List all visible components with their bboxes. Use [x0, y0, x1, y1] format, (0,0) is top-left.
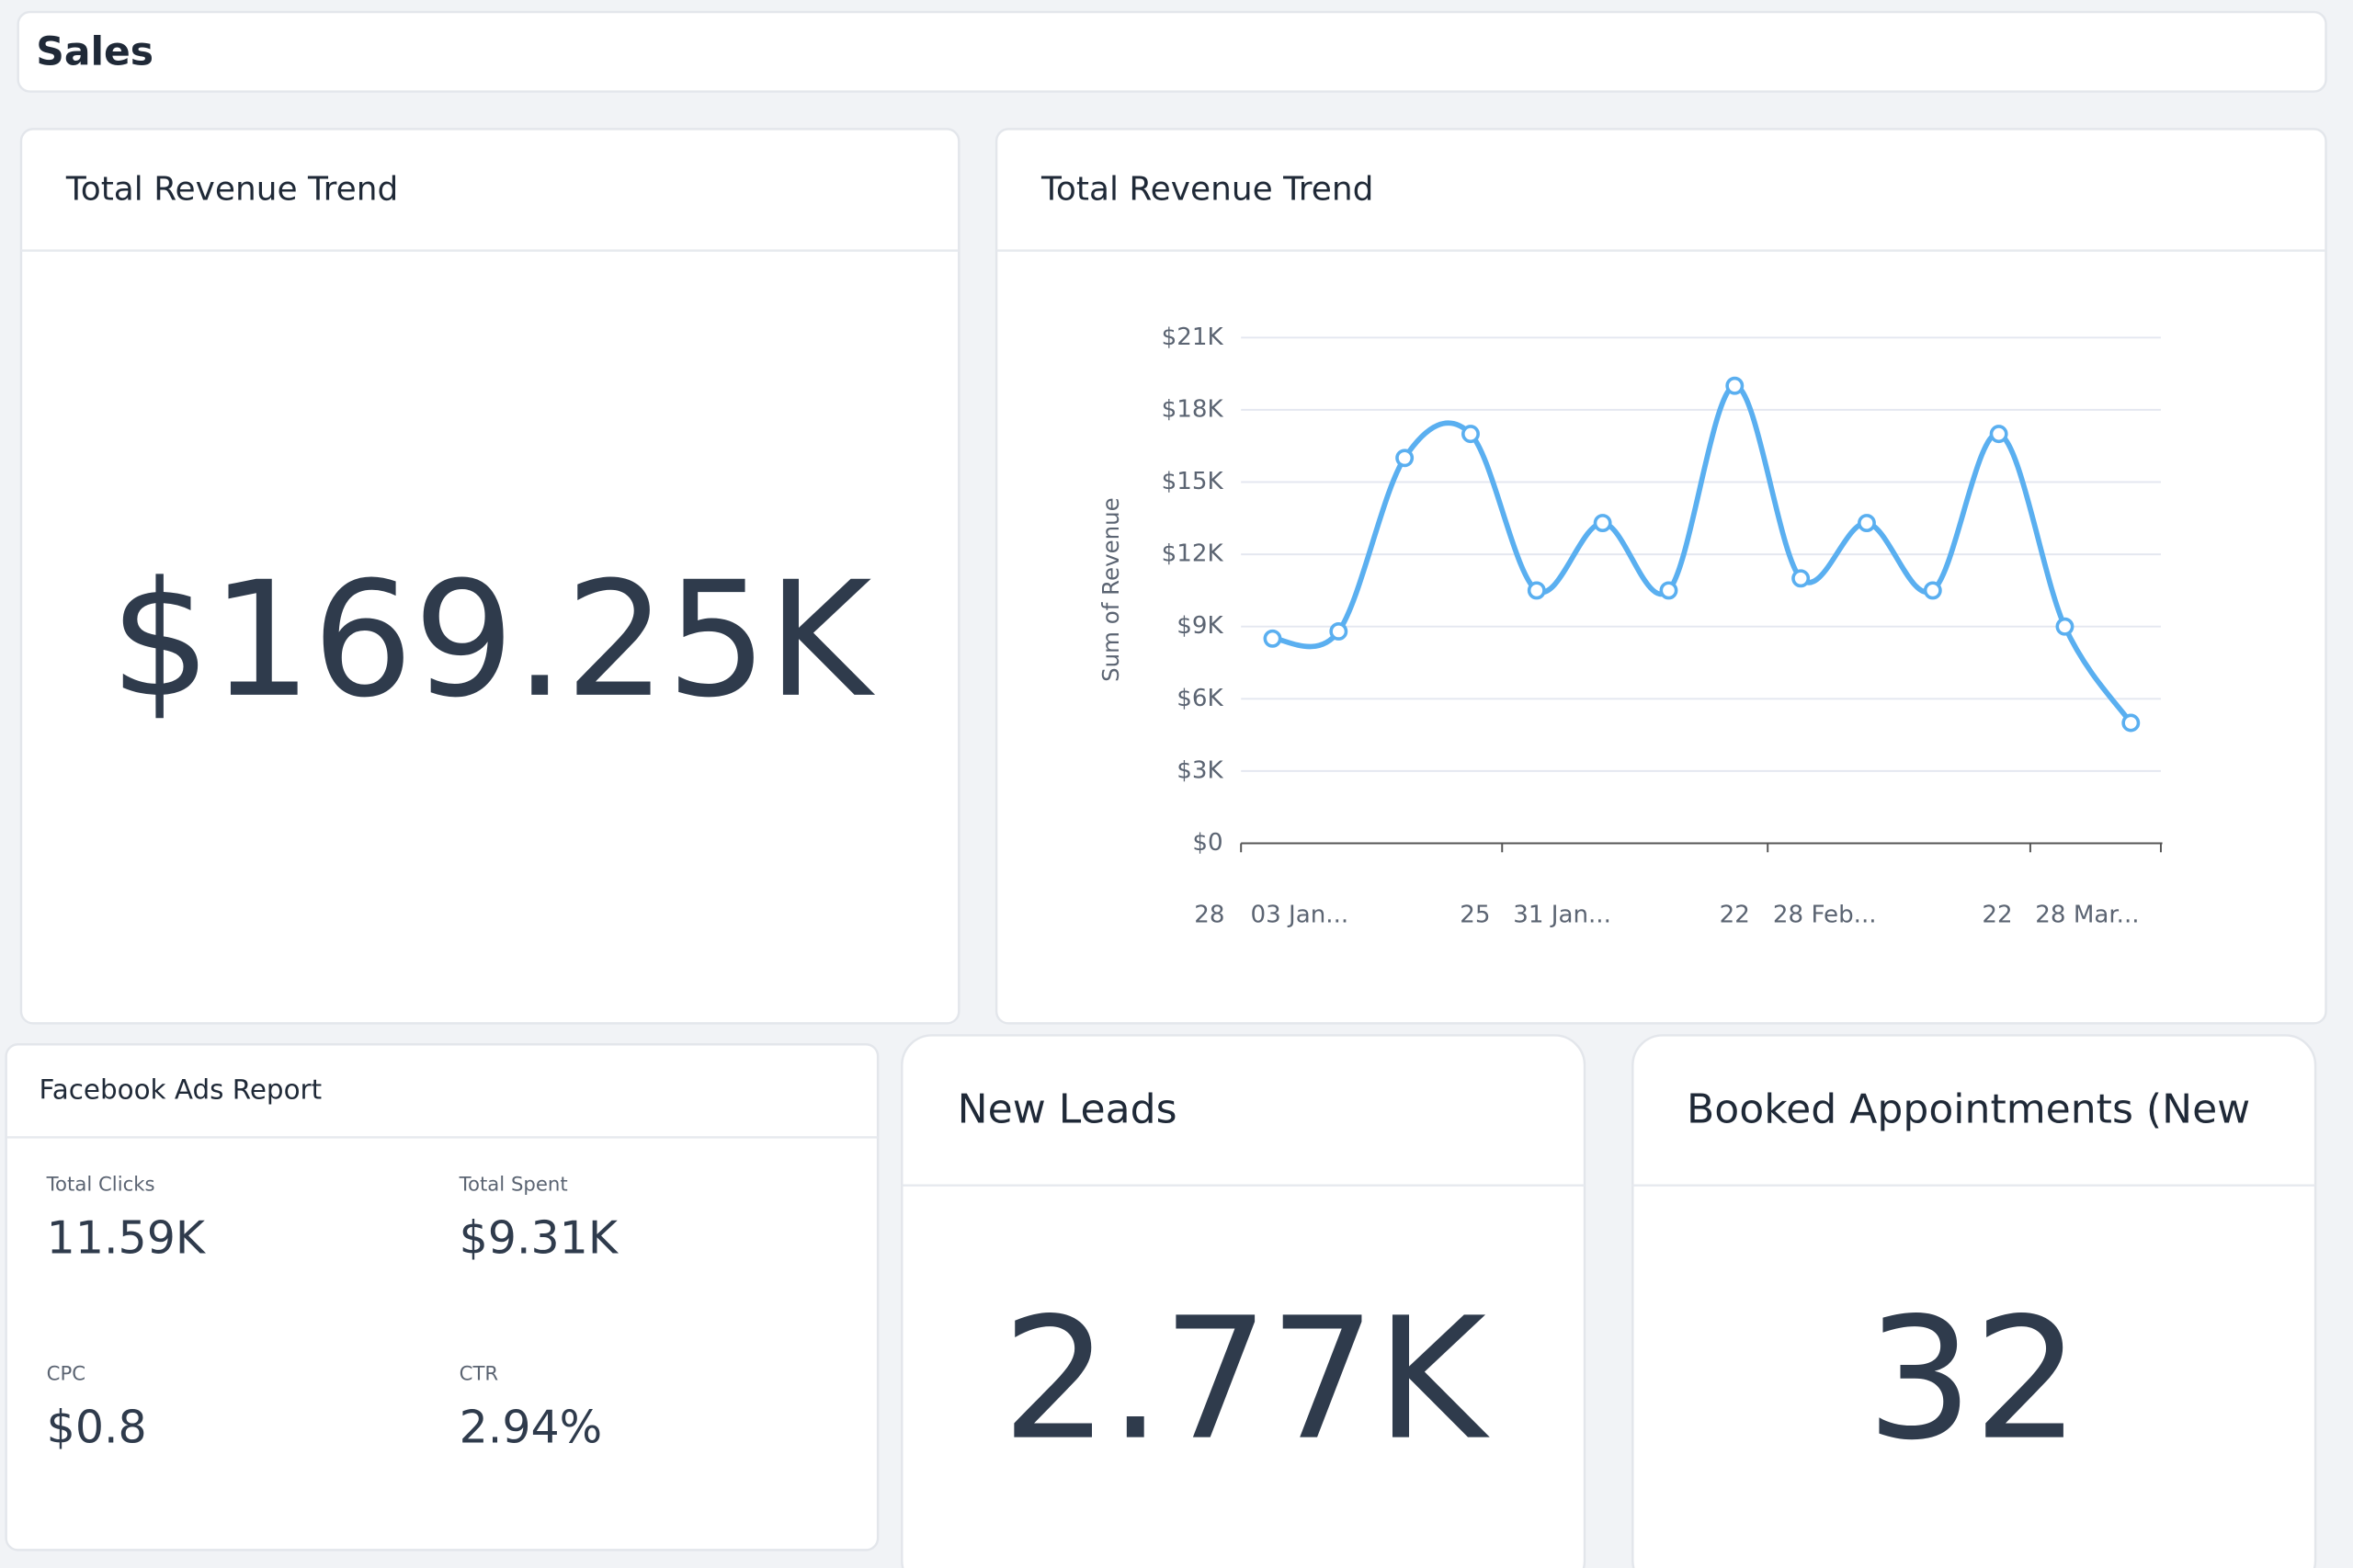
data-point	[1791, 569, 1811, 588]
data-point	[1263, 629, 1282, 648]
card-title: New Leads	[958, 1086, 1177, 1133]
data-point	[1989, 425, 2008, 444]
data-point	[2055, 617, 2075, 636]
kpi-value: 2.77K	[1002, 1282, 1490, 1478]
metrics: Total Clicks 11.59K Total Spent $9.31K CPC $0…	[46, 1174, 620, 1454]
line-chart: $0 $3K $6K $9K $12K $15K $18K $21K 28 03 Jan... 25…	[1162, 324, 2163, 928]
facebook-ads-card	[5, 1043, 880, 1551]
x-tick-label: 31 Jan...	[1513, 901, 1611, 928]
x-tick-label: 22	[1982, 901, 2012, 928]
card-title: Total Revenue Trend	[65, 170, 398, 208]
data-point	[1461, 425, 1480, 444]
metric-value: $9.31K	[460, 1212, 620, 1265]
y-axis-label: Sum of Revenue	[1097, 497, 1124, 682]
booked-appointments-card	[1631, 1034, 2317, 1568]
y-tick-label: $15K	[1162, 468, 1224, 495]
card-title: Total Revenue Trend	[1040, 170, 1373, 208]
header-bar	[17, 10, 2327, 93]
card-title: Facebook Ads Report	[40, 1074, 323, 1105]
data-point	[1527, 581, 1546, 600]
new-leads-card	[901, 1034, 1586, 1568]
data-point	[1923, 581, 1942, 600]
data-point	[1659, 581, 1678, 600]
y-tick-label: $6K	[1176, 685, 1223, 712]
x-tick-label: 03 Jan...	[1251, 901, 1349, 928]
metric-value: 11.59K	[47, 1212, 207, 1265]
x-tick-label: 28 Feb...	[1773, 901, 1877, 928]
y-tick-label: $0	[1192, 829, 1222, 857]
x-tick-label: 28 Mar...	[2035, 901, 2139, 928]
data-point	[2121, 713, 2141, 733]
kpi-value: 32	[1867, 1282, 2081, 1478]
data-point	[1395, 449, 1415, 468]
y-tick-label: $9K	[1176, 612, 1223, 640]
x-tick-label: 28	[1194, 901, 1224, 928]
revenue-chart-card	[995, 128, 2327, 1025]
metric-label: Total Clicks	[46, 1174, 155, 1197]
kpi-value: $169.25K	[109, 547, 876, 733]
metric-label: CTR	[460, 1362, 499, 1385]
data-point	[1593, 514, 1612, 533]
data-point	[1858, 514, 1876, 533]
y-tick-label: $12K	[1162, 540, 1224, 568]
x-tick-label: 22	[1720, 901, 1750, 928]
y-tick-label: $18K	[1162, 395, 1224, 423]
metric-value: $0.8	[47, 1401, 147, 1453]
y-tick-label: $3K	[1176, 756, 1223, 784]
revenue-total-card	[19, 128, 961, 1025]
metric-label: Total Spent	[459, 1174, 568, 1197]
data-point	[1329, 621, 1348, 641]
data-point	[1725, 376, 1745, 395]
x-tick-label: 25	[1460, 901, 1490, 928]
metric-label: CPC	[47, 1362, 85, 1385]
page-title: Sales	[36, 29, 153, 74]
metric-value: 2.94%	[460, 1401, 603, 1453]
card-title: Booked Appointments (New	[1687, 1086, 2250, 1133]
y-tick-label: $21K	[1162, 324, 1224, 351]
